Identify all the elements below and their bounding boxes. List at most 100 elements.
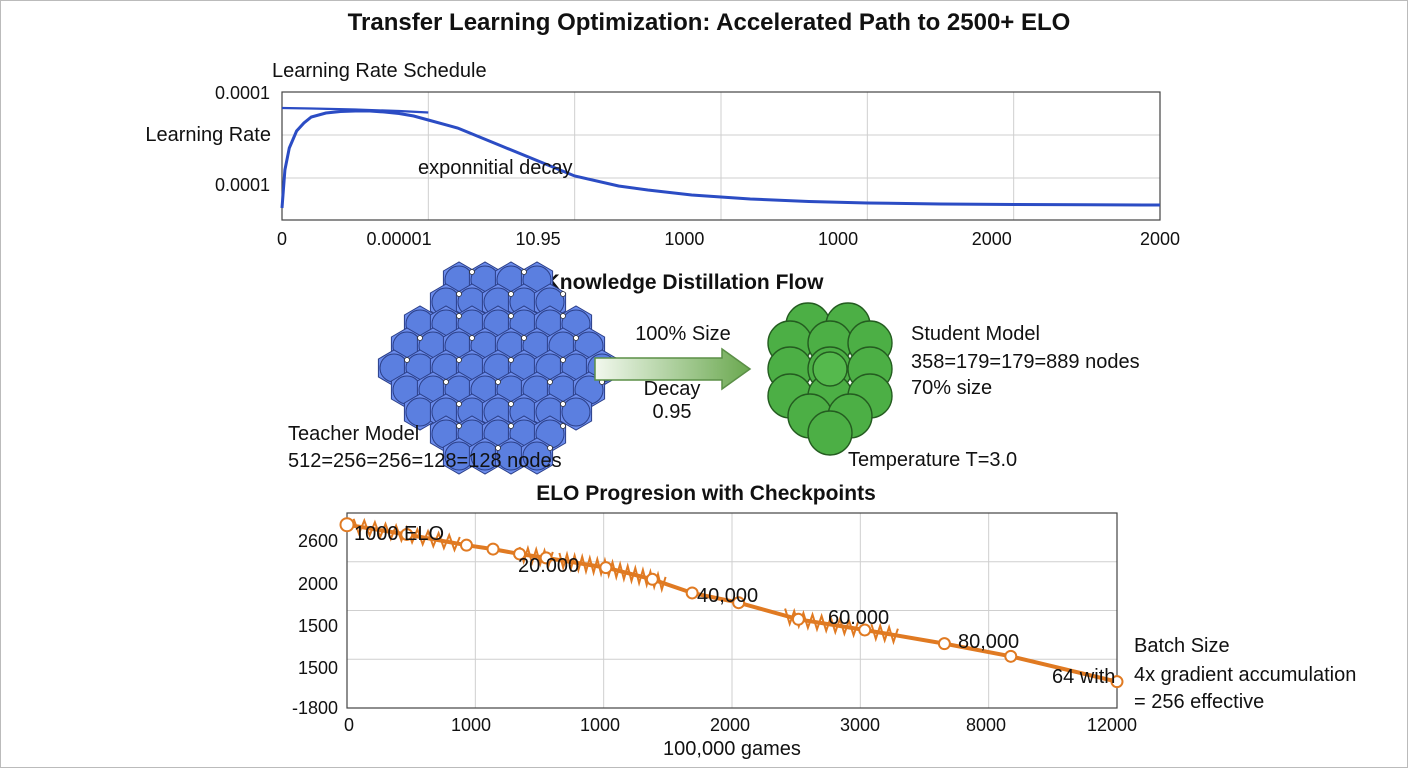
elo-annotation: 40,000 [697, 585, 758, 607]
teacher-connector [560, 423, 566, 429]
arrow-label-size: 100% Size [635, 323, 731, 345]
teacher-connector [560, 401, 566, 407]
elo-x-tick-label: 12000 [1087, 715, 1137, 735]
elo-checkpoint-marker [599, 561, 613, 575]
elo-checkpoint-marker [459, 538, 473, 552]
elo-checkpoint-marker [1004, 649, 1018, 663]
elo-x-tick-label: 1000 [451, 715, 491, 735]
elo-annotation: 20.000 [518, 555, 579, 577]
elo-x-tick-label: 2000 [710, 715, 750, 735]
lr-chart: Learning Rate Schedule Learning Rate exp… [145, 60, 1180, 249]
batch-size-line2: = 256 effective [1134, 691, 1264, 713]
elo-y-tick-label: 1500 [298, 616, 338, 636]
teacher-connector [508, 291, 514, 297]
teacher-node [405, 397, 435, 427]
elo-annotation: 60.000 [828, 607, 889, 629]
batch-size-line1: 4x gradient accumulation [1134, 664, 1356, 686]
elo-checkpoint-marker [732, 596, 746, 610]
elo-y-tick-label: 2000 [298, 574, 338, 594]
elo-chart-title: ELO Progresion with Checkpoints [536, 482, 876, 505]
teacher-connector [495, 445, 501, 451]
teacher-connector [521, 335, 527, 341]
lr-annotation-decay: exponnitial decay [418, 157, 573, 179]
elo-noise-segment [870, 622, 899, 646]
elo-noise-segment [352, 517, 461, 553]
lr-x-ticks: 0 0.00001 10.95 1000 1000 2000 2000 [277, 229, 1180, 249]
elo-gridlines [347, 513, 1117, 708]
teacher-connector [560, 291, 566, 297]
elo-y-ticks: 2600 2000 1500 1500 -1800 [292, 531, 338, 718]
teacher-connector [560, 357, 566, 363]
elo-x-axis-label: 100,000 games [663, 738, 801, 760]
teacher-connector [508, 423, 514, 429]
lr-x-tick-label: 1000 [818, 229, 858, 249]
elo-x-ticks: 0 1000 1000 2000 3000 8000 12000 [344, 715, 1137, 735]
lr-x-tick-label: 1000 [664, 229, 704, 249]
distillation-title: Knowledge Distillation Flow [545, 271, 825, 294]
teacher-connector [404, 357, 410, 363]
distillation-arrow [594, 347, 752, 391]
elo-y-tick-label: -1800 [292, 698, 338, 718]
teacher-connector [456, 291, 462, 297]
teacher-label: Teacher Model [288, 423, 419, 445]
lr-y-tick-label: 0.0001 [215, 83, 270, 103]
teacher-connector [508, 313, 514, 319]
elo-annotations: 1000 ELO 20.000 40,000 60.000 80,000 64 with [354, 523, 1115, 688]
distillation-diagram: Knowledge Distillation Flow 100% Size De… [288, 261, 1140, 475]
student-label: Student Model [911, 323, 1040, 345]
teacher-node [561, 397, 591, 427]
lr-x-tick-label: 10.95 [516, 229, 561, 249]
student-node [807, 410, 853, 456]
elo-checkpoint-marker [1110, 675, 1124, 689]
batch-size-title: Batch Size [1134, 635, 1230, 657]
lr-series-line-2 [281, 106, 429, 114]
teacher-connector [560, 313, 566, 319]
teacher-connector [521, 269, 527, 275]
elo-x-tick-label: 1000 [580, 715, 620, 735]
elo-checkpoint-marker [513, 547, 527, 561]
student-network-graphic [767, 302, 893, 456]
elo-checkpoint-marker [645, 572, 659, 586]
elo-x-tick-label: 3000 [840, 715, 880, 735]
teacher-connector [456, 401, 462, 407]
teacher-connector [547, 445, 553, 451]
lr-x-tick-label: 2000 [1140, 229, 1180, 249]
elo-checkpoint-marker [937, 637, 951, 651]
teacher-node [522, 441, 552, 471]
elo-checkpoint-marker [339, 517, 355, 533]
elo-annotation: 80,000 [958, 631, 1019, 653]
elo-x-tick-label: 8000 [966, 715, 1006, 735]
lr-x-tick-label: 0 [277, 229, 287, 249]
teacher-connector [443, 379, 449, 385]
lr-gridlines [282, 92, 1160, 220]
teacher-connector [495, 379, 501, 385]
lr-x-tick-label: 2000 [972, 229, 1012, 249]
elo-checkpoint-marker [858, 623, 872, 637]
temperature-label: Temperature T=3.0 [848, 449, 1017, 471]
elo-series-group [339, 517, 1124, 689]
arrow-label-decay: Decay [644, 378, 701, 400]
lr-chart-title: Learning Rate Schedule [272, 60, 487, 82]
elo-chart: ELO Progresion with Checkpoints 1000 ELO… [292, 482, 1356, 760]
elo-checkpoint-marker [486, 542, 500, 556]
elo-annotation: 1000 ELO [354, 523, 444, 545]
teacher-connector [469, 269, 475, 275]
teacher-connector [456, 313, 462, 319]
teacher-nodes-label: 512=256=256=128=128 nodes [288, 450, 562, 472]
teacher-connector [508, 357, 514, 363]
lr-plot-frame [281, 91, 1161, 221]
lr-series-line-1 [280, 109, 1161, 209]
lr-x-tick-label: 0.00001 [367, 229, 432, 249]
elo-checkpoint-marker [400, 527, 414, 541]
elo-plot-frame [346, 512, 1118, 709]
teacher-connector [456, 423, 462, 429]
teacher-connector [573, 335, 579, 341]
elo-annotation: 64 with [1052, 666, 1115, 688]
main-title: Transfer Learning Optimization: Accelera… [348, 9, 1071, 36]
lr-y-ticks: 0.0001 0.0001 [215, 83, 270, 195]
teacher-connector [417, 335, 423, 341]
student-nodes-label: 358=179=179=889 nodes [911, 351, 1140, 373]
elo-y-tick-label: 2600 [298, 531, 338, 551]
teacher-connector [508, 401, 514, 407]
